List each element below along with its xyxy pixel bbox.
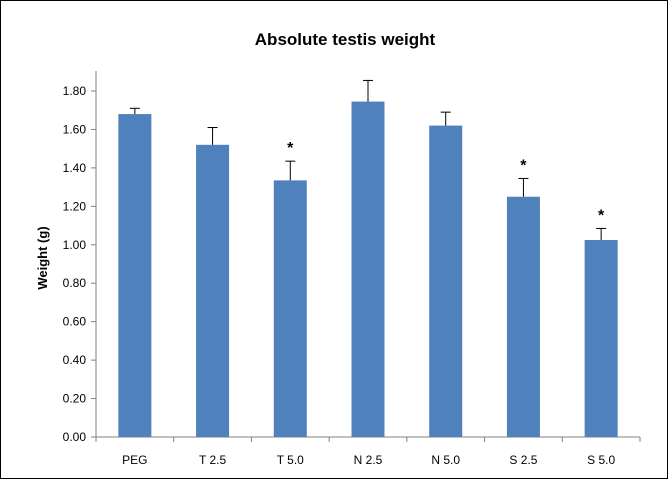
bar-t-5_0 <box>273 180 307 437</box>
x-tick-label: S 5.0 <box>587 453 615 467</box>
y-tick-label: 0.20 <box>63 392 87 406</box>
significance-marker: * <box>287 140 294 157</box>
chart-title: Absolute testis weight <box>255 30 436 49</box>
y-tick-label: 1.80 <box>63 84 87 98</box>
y-tick-label: 0.60 <box>63 315 87 329</box>
y-tick-label: 0.80 <box>63 276 87 290</box>
significance-marker: * <box>520 157 527 174</box>
x-tick-label: PEG <box>122 453 147 467</box>
x-tick-label: T 2.5 <box>199 453 226 467</box>
x-tick-label: N 2.5 <box>354 453 383 467</box>
bar-s-2_5 <box>506 196 540 437</box>
y-tick-label: 0.40 <box>63 353 87 367</box>
bar-s-5_0 <box>584 239 618 437</box>
y-tick-label: 1.00 <box>63 238 87 252</box>
bar-n-5_0 <box>429 125 463 437</box>
y-tick-label: 1.40 <box>63 161 87 175</box>
bar-n-2_5 <box>351 101 385 438</box>
chart-marks: 0.00 0.20 0.40 0.60 0.80 1.00 1.20 1.40 1.60 1.80… <box>63 71 641 467</box>
y-axis-label: Weight (g) <box>35 226 50 289</box>
x-tick-label: S 2.5 <box>509 453 537 467</box>
x-tick-label: N 5.0 <box>431 453 460 467</box>
x-tick-label: T 5.0 <box>277 453 304 467</box>
significance-marker: * <box>598 207 605 224</box>
y-tick-label: 0.00 <box>63 430 87 444</box>
y-tick-label: 1.20 <box>63 199 87 213</box>
bar-t-2_5 <box>196 144 230 438</box>
bar-peg <box>118 114 152 438</box>
y-tick-label: 1.60 <box>63 122 87 136</box>
